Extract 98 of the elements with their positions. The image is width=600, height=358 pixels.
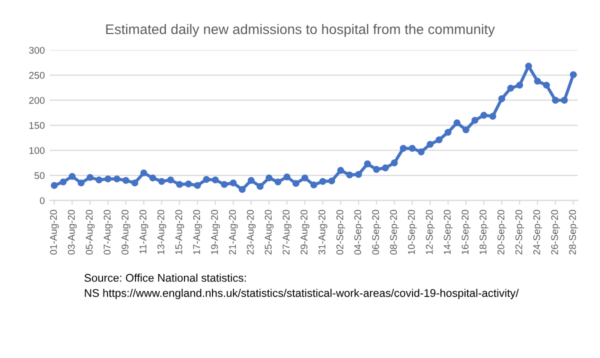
- x-tick-label: 29-Aug-20: [300, 210, 310, 254]
- point: [408, 144, 416, 152]
- point: [104, 175, 112, 182]
- point: [68, 172, 76, 180]
- point: [248, 176, 255, 184]
- point: [167, 176, 174, 184]
- point: [400, 144, 407, 152]
- point: [516, 82, 524, 89]
- point: [60, 178, 67, 186]
- point: [86, 174, 94, 181]
- x-tick-label: 17-Aug-20: [193, 210, 202, 254]
- point: [238, 186, 246, 193]
- x-tick-label: 12-Sep-20: [426, 210, 435, 254]
- point: [444, 128, 452, 136]
- x-tick-label: 13-Aug-20: [157, 210, 166, 254]
- x-tick-label: 25-Aug-20: [264, 210, 274, 254]
- point: [230, 179, 237, 186]
- point: [274, 178, 282, 186]
- y-tick-label: 300: [29, 46, 45, 54]
- point: [202, 176, 210, 183]
- point: [454, 119, 460, 126]
- y-tick-label: 150: [29, 122, 45, 129]
- x-tick-label: 04-Sep-20: [354, 210, 364, 255]
- point: [498, 95, 506, 102]
- point: [471, 116, 478, 124]
- point: [78, 179, 85, 186]
- point: [418, 148, 425, 156]
- x-tick-label: 18-Sep-20: [480, 210, 488, 254]
- point: [140, 169, 148, 176]
- point: [355, 170, 362, 178]
- point: [122, 176, 130, 184]
- point: [50, 182, 58, 189]
- point: [310, 181, 318, 188]
- point: [382, 164, 389, 172]
- x-tick-label: 31-Aug-20: [318, 210, 328, 255]
- point: [283, 173, 290, 180]
- chart-title: Estimated daily new admissions to hospital from the community: [106, 24, 495, 37]
- y-tick-label: 200: [29, 96, 45, 104]
- point: [96, 176, 102, 184]
- point: [507, 84, 514, 92]
- x-tick-label: 06-Sep-20: [372, 210, 381, 255]
- point: [364, 160, 371, 168]
- point: [543, 82, 550, 89]
- x-tick-label: 03-Aug-20: [68, 210, 77, 255]
- x-tick-label: 20-Sep-20: [497, 210, 506, 254]
- x-tick-label: 21-Aug-20: [228, 210, 238, 254]
- x-tick-label: 10-Sep-20: [408, 210, 417, 254]
- y-tick-label: 250: [29, 72, 45, 79]
- x-tick-label: 23-Aug-20: [246, 210, 256, 254]
- x-tick-label: 14-Sep-20: [444, 210, 453, 254]
- point: [301, 174, 308, 182]
- point: [131, 179, 138, 186]
- x-tick-label: 11-Aug-20: [139, 210, 148, 254]
- point: [113, 175, 120, 182]
- x-tick-label: 28-Sep-20: [569, 210, 578, 254]
- point: [212, 176, 219, 184]
- point: [346, 171, 354, 178]
- x-tick-label: 08-Sep-20: [390, 210, 399, 255]
- point: [158, 178, 166, 185]
- point: [220, 180, 228, 188]
- point: [570, 71, 577, 78]
- point: [372, 166, 380, 173]
- x-tick-label: 09-Aug-20: [122, 210, 130, 255]
- point: [552, 96, 559, 104]
- x-tick-label: 15-Aug-20: [175, 210, 184, 254]
- x-tick-label: 01-Aug-20: [50, 210, 59, 255]
- point: [480, 112, 488, 119]
- x-tick-label: 19-Aug-20: [211, 210, 220, 254]
- point: [436, 136, 443, 144]
- x-tick-label: 22-Sep-20: [515, 210, 524, 254]
- x-tick-label: 05-Aug-20: [86, 210, 95, 255]
- point: [176, 180, 184, 188]
- point: [390, 159, 398, 166]
- x-tick-label: 02-Sep-20: [336, 210, 346, 255]
- point: [525, 62, 532, 70]
- point: [328, 177, 336, 184]
- y-tick-label: 100: [29, 147, 45, 154]
- point: [256, 182, 264, 190]
- point: [534, 78, 541, 85]
- x-tick-label: 24-Sep-20: [533, 210, 542, 254]
- x-tick-label: 16-Sep-20: [462, 210, 470, 254]
- y-tick-label: 0: [40, 197, 45, 204]
- point: [462, 126, 470, 134]
- point: [489, 112, 496, 120]
- source-note: Source: Office National statistics: NS https://www.england.nhs.uk/statistics/statistical-work-areas/covid-19-hospital-activity/: [84, 274, 519, 300]
- point: [266, 174, 273, 182]
- x-tick-label: 07-Aug-20: [104, 210, 112, 255]
- point: [194, 182, 201, 189]
- y-tick-label: 50: [34, 172, 45, 180]
- point: [149, 174, 156, 182]
- point: [337, 166, 344, 174]
- point: [560, 96, 568, 104]
- x-tick-label: 26-Sep-20: [551, 210, 560, 254]
- point: [185, 180, 192, 188]
- point: [292, 180, 300, 187]
- point: [426, 140, 434, 148]
- point: [319, 178, 326, 185]
- x-tick-label: 27-Aug-20: [282, 210, 292, 254]
